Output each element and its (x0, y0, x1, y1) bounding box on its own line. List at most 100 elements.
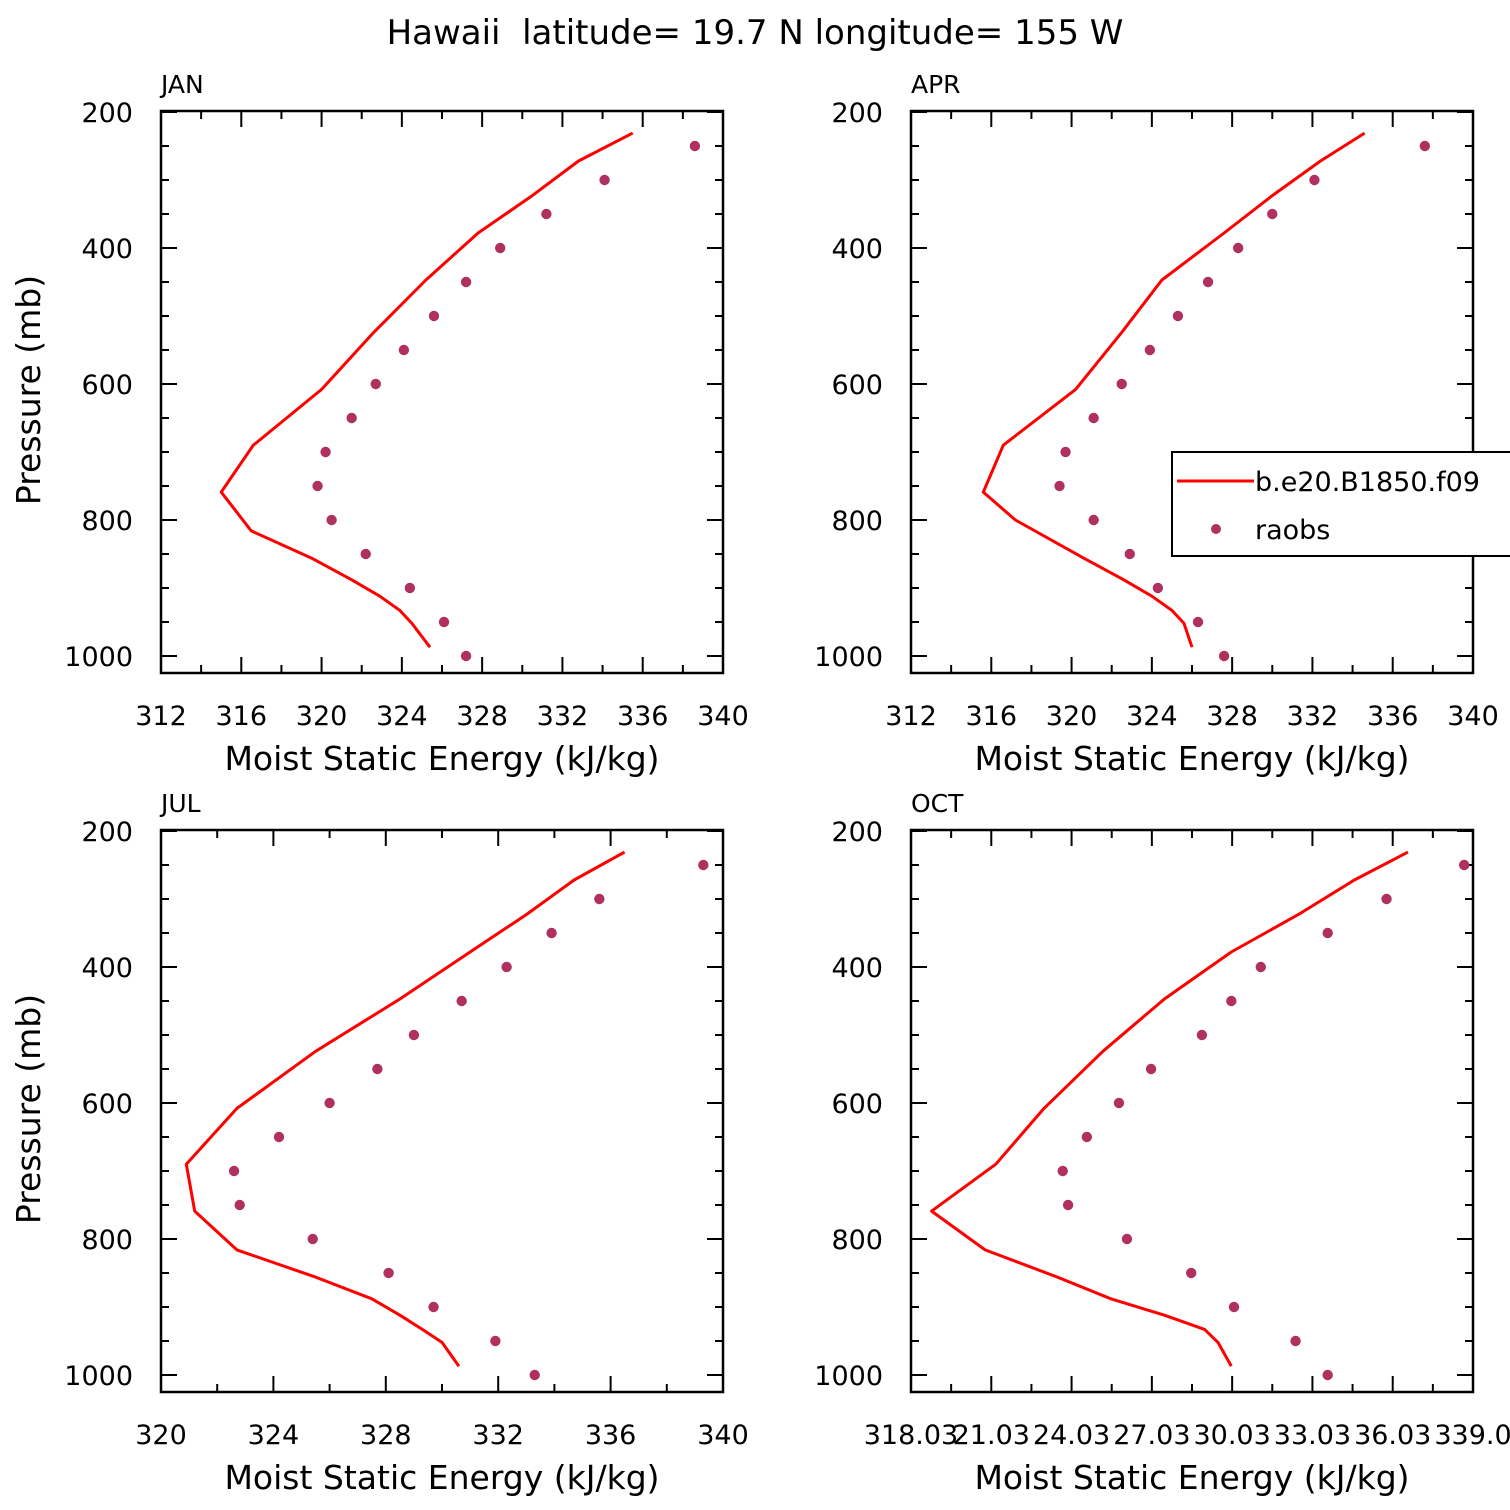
panel-title: APR (911, 70, 961, 99)
y-tick-label: 200 (831, 98, 883, 129)
x-tick-label: 320 (296, 701, 348, 732)
y-tick-label: 800 (81, 1225, 133, 1256)
x-tick-label: 312 (135, 701, 187, 732)
obs-point (1218, 650, 1230, 662)
obs-point (324, 1097, 335, 1109)
y-tick-label: 400 (81, 953, 133, 984)
obs-point (1060, 446, 1071, 458)
obs-point (1121, 1233, 1133, 1245)
x-tick-label: 30.03 (1193, 1420, 1270, 1451)
x-axis-label: Moist Static Energy (kJ/kg) (974, 1458, 1409, 1497)
x-tick-label: 328 (360, 1420, 412, 1451)
obs-point (408, 1029, 420, 1041)
x-axis-label: Moist Static Energy (kJ/kg) (224, 739, 659, 778)
obs-point (456, 995, 467, 1007)
legend-obs-label: raobs (1255, 515, 1330, 546)
y-tick-label: 1000 (814, 1361, 883, 1392)
obs-point (360, 548, 371, 560)
obs-point (599, 174, 610, 186)
x-tick-label: 21.03 (953, 1420, 1030, 1451)
x-tick-label: 336 (585, 1420, 637, 1451)
panel-title: JUL (159, 789, 201, 818)
obs-point (529, 1369, 540, 1381)
y-tick-label: 1000 (64, 1361, 133, 1392)
y-tick-label: 800 (831, 506, 883, 537)
obs-point (1228, 1301, 1240, 1313)
obs-point (1088, 514, 1099, 526)
plot-frame (909, 109, 1475, 675)
x-tick-label: 332 (537, 701, 589, 732)
x-tick-label: 324 (1126, 701, 1178, 732)
obs-point (326, 514, 337, 526)
obs-point (1255, 961, 1266, 973)
obs-point (541, 208, 552, 220)
y-tick-label: 1000 (64, 642, 133, 673)
obs-point (546, 927, 557, 939)
x-tick-label: 328 (1206, 701, 1258, 732)
x-tick-label: 336 (617, 701, 669, 732)
obs-point (1172, 310, 1184, 322)
x-axis-label: Moist Static Energy (kJ/kg) (974, 739, 1409, 778)
obs-point (1152, 582, 1164, 594)
y-tick-label: 200 (81, 98, 133, 129)
x-tick-label: 36.03 (1354, 1420, 1431, 1451)
obs-point (1088, 412, 1099, 424)
series-line-model (184, 850, 626, 1368)
obs-point (1267, 208, 1278, 220)
obs-point (1144, 344, 1156, 356)
plot-frame (159, 109, 725, 675)
obs-point (312, 480, 323, 492)
obs-point (438, 616, 450, 628)
obs-point (460, 276, 472, 288)
x-tick-label: 340 (1447, 701, 1499, 732)
y-tick-label: 600 (831, 370, 883, 401)
obs-point (689, 140, 701, 152)
y-axis-label: Pressure (mb) (9, 994, 48, 1224)
obs-point (1113, 1097, 1125, 1109)
obs-point (490, 1335, 501, 1347)
series-line-model (219, 131, 634, 649)
plot-frame (909, 828, 1475, 1394)
legend-model-label: b.e20.B1850.f09 (1255, 467, 1480, 498)
series-line-model (981, 131, 1366, 648)
obs-point (1081, 1131, 1093, 1143)
obs-point (428, 1301, 439, 1313)
x-tick-label: 332 (472, 1420, 524, 1451)
panel-title: JAN (159, 70, 204, 99)
obs-point (228, 1165, 240, 1177)
obs-point (1322, 927, 1333, 939)
obs-point (1062, 1199, 1074, 1211)
obs-point (1309, 174, 1320, 186)
y-tick-label: 400 (831, 234, 883, 265)
obs-point (234, 1199, 245, 1211)
obs-point (1192, 616, 1204, 628)
obs-point (1419, 140, 1431, 152)
obs-point (1202, 276, 1214, 288)
y-tick-label: 400 (831, 953, 883, 984)
y-tick-label: 800 (81, 506, 133, 537)
y-tick-label: 600 (81, 370, 133, 401)
series-line-model (930, 850, 1409, 1367)
x-tick-label: 324 (248, 1420, 300, 1451)
x-tick-label: 316 (216, 701, 268, 732)
x-tick-label: 320 (135, 1420, 187, 1451)
obs-point (594, 893, 605, 905)
obs-point (1185, 1267, 1197, 1279)
figure-title: Hawaii latitude= 19.7 N longitude= 155 W (387, 13, 1124, 53)
x-tick-label: 339.0 (1434, 1420, 1510, 1451)
obs-point (1232, 242, 1244, 254)
x-tick-label: 312 (885, 701, 937, 732)
y-tick-label: 1000 (814, 642, 883, 673)
obs-point (501, 961, 512, 973)
y-tick-label: 200 (81, 817, 133, 848)
x-tick-label: 332 (1287, 701, 1339, 732)
obs-point (1196, 1029, 1208, 1041)
x-tick-label: 24.03 (1033, 1420, 1110, 1451)
obs-point (698, 859, 709, 871)
y-tick-label: 400 (81, 234, 133, 265)
obs-point (1458, 859, 1470, 871)
